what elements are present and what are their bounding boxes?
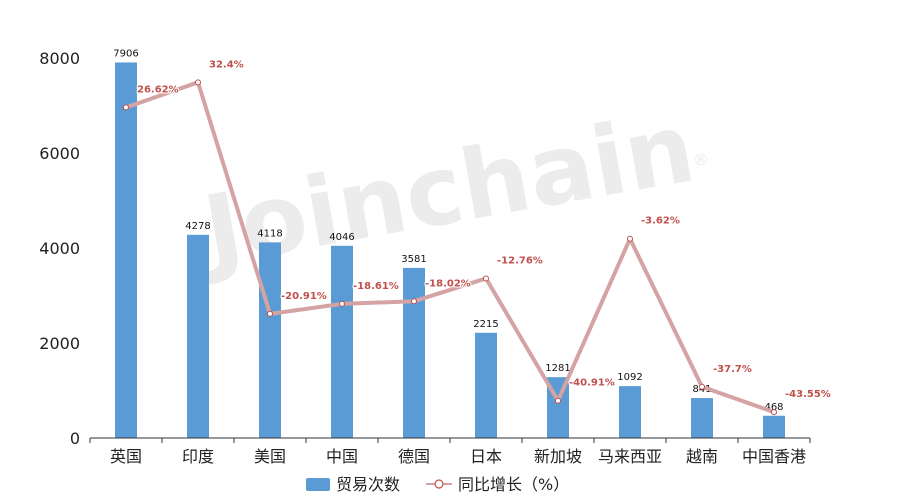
growth-line [124,80,776,415]
x-tick-label-9: 中国香港 [742,447,806,466]
legend-line-marker [434,479,444,489]
growth-point-3 [339,300,345,307]
bar-value-label-4: 3581 [401,254,426,265]
bar-value-label-7: 1092 [617,372,642,383]
x-tick-label-2: 美国 [254,447,286,466]
growth-value-label-1: 32.4% [209,59,244,70]
y-tick-label-1: 2000 [39,334,80,353]
growth-point-8 [699,383,705,390]
bar-value-label-9: 468 [764,402,783,413]
growth-value-label-5: -12.76% [497,255,543,266]
growth-value-label-8: -37.7% [713,364,752,375]
bar-8 [691,398,713,438]
bar-5 [475,332,497,438]
legend-bar-label: 贸易次数 [336,475,400,494]
x-tick-label-7: 马来西亚 [598,447,662,466]
growth-value-label-4: -18.02% [425,278,471,289]
x-tick-label-4: 德国 [398,447,430,466]
legend: 贸易次数 同比增长（%） [306,475,569,494]
x-tick-label-0: 英国 [110,447,142,466]
bar-0 [115,62,137,439]
y-tick-label-4: 8000 [39,49,80,68]
growth-point-5 [483,275,489,282]
x-tick-label-6: 新加坡 [534,447,582,466]
x-axis: 英国 印度 美国 中国 德国 日本 新加坡 马来西亚 越南 中国香港 [89,437,811,466]
growth-value-label-9: -43.55% [785,389,831,400]
bar-3 [331,245,353,438]
bar-value-label-3: 4046 [329,232,354,243]
growth-value-label-0: 26.62% [137,84,179,95]
bar-7 [619,386,641,438]
growth-point-4 [411,298,417,305]
y-tick-label-3: 6000 [39,144,80,163]
bar-value-label-6: 1281 [545,363,570,374]
growth-point-7 [627,235,633,242]
growth-point-6 [555,397,561,404]
growth-value-label-2: -20.91% [281,291,327,302]
growth-value-label-6: -40.91% [569,378,615,389]
bar-value-label-0: 7906 [113,48,138,59]
bar-value-label-2: 4118 [257,228,282,239]
growth-point-9 [771,409,777,416]
legend-line-label: 同比增长（%） [458,475,569,494]
bar-4 [403,267,425,438]
growth-point-2 [267,310,273,317]
growth-value-label-3: -18.61% [353,281,399,292]
y-tick-label-2: 4000 [39,239,80,258]
x-tick-label-8: 越南 [686,447,718,466]
growth-value-label-7: -3.62% [641,216,680,227]
bar-9 [763,415,785,438]
line-series: 26.62% 32.4% -20.91% -18.61% -18.02% -12.76% -… [123,58,832,416]
y-tick-label-0: 0 [70,429,80,448]
bar-value-label-5: 2215 [473,319,498,330]
bar-value-label-1: 4278 [185,221,210,232]
x-tick-label-3: 中国 [326,447,358,466]
bar-series: 79064278411840463581221512811092841468 [113,48,785,439]
bar-2 [259,242,281,438]
growth-point-0 [123,104,129,111]
growth-point-1 [195,79,201,86]
y-axis: 0 2000 4000 6000 8000 [39,49,80,448]
x-tick-label-1: 印度 [182,447,214,466]
watermark-registered-mark: ® [693,150,709,169]
x-tick-label-5: 日本 [470,447,502,466]
legend-bar-swatch [306,478,330,491]
bar-1 [187,234,209,438]
